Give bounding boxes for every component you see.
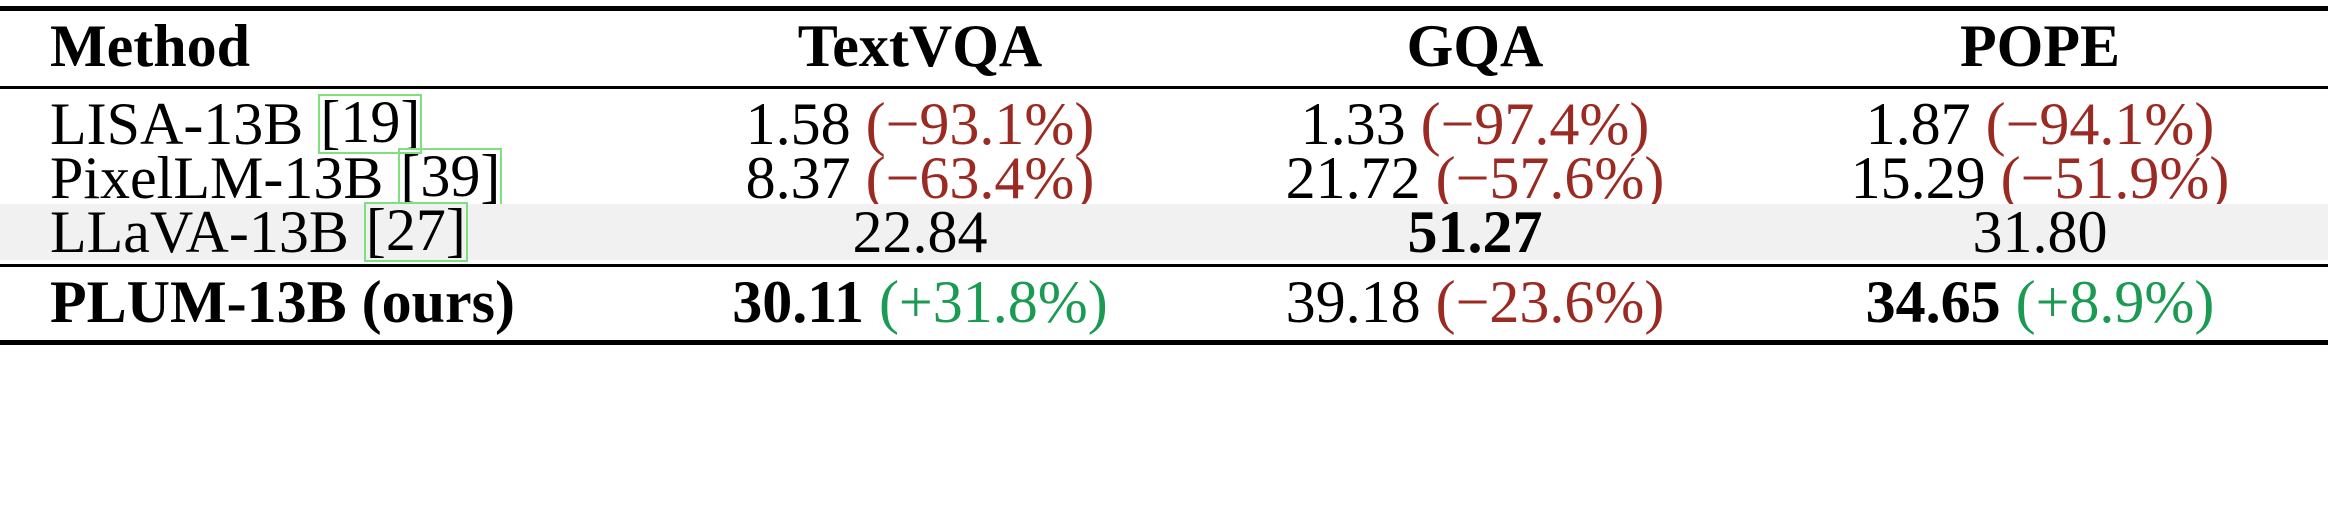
pope-cell: 1.87 (−94.1%)	[1785, 94, 2295, 154]
gqa-cell: 39.18 (−23.6%)	[1230, 272, 1720, 332]
delta-value: (−97.4%)	[1420, 91, 1650, 157]
score-value: 21.72	[1285, 145, 1421, 211]
delta-value: (−63.4%)	[865, 145, 1095, 211]
pope-cell: 15.29 (−51.9%)	[1785, 148, 2295, 208]
delta-value: (−57.6%)	[1435, 145, 1665, 211]
delta-value: (−23.6%)	[1435, 269, 1665, 335]
score-value: 34.65	[1865, 269, 2001, 335]
table-row: PixelLM-13B [39] 8.37 (−63.4%) 21.72 (−5…	[0, 143, 2328, 211]
method-name: LISA-13B	[50, 91, 319, 157]
delta-value: (−51.9%)	[2000, 145, 2230, 211]
top-rule	[0, 6, 2328, 11]
delta-value: (+8.9%)	[2015, 269, 2215, 335]
header-rule	[0, 86, 2328, 89]
gqa-cell: 21.72 (−57.6%)	[1230, 148, 1720, 208]
header-gqa: GQA	[1406, 13, 1544, 79]
method-cell: PLUM-13B (ours)	[50, 272, 515, 332]
method-cell: LLaVA-13B [27]	[50, 197, 468, 265]
score-value: 22.84	[852, 199, 988, 265]
method-name: PLUM-13B (ours)	[50, 269, 515, 335]
score-value: 30.11	[732, 269, 864, 335]
method-cell: LISA-13B [19]	[50, 89, 423, 157]
textvqa-cell: 8.37 (−63.4%)	[695, 148, 1145, 208]
header-textvqa: TextVQA	[797, 13, 1043, 79]
delta-value: (+31.8%)	[878, 269, 1108, 335]
delta-value: (−94.1%)	[1985, 91, 2215, 157]
table-row: LISA-13B [19] 1.58 (−93.1%) 1.33 (−97.4%…	[0, 89, 2328, 157]
citation-link[interactable]: [27]	[363, 197, 468, 263]
mid-rule	[0, 264, 2328, 267]
textvqa-cell: 30.11 (+31.8%)	[695, 272, 1145, 332]
pope-cell: 31.80	[1785, 202, 2295, 262]
gqa-cell: 51.27	[1230, 202, 1720, 262]
header-row: Method TextVQA GQA POPE	[0, 16, 2328, 76]
method-name: LLaVA-13B	[50, 199, 364, 265]
gqa-cell: 1.33 (−97.4%)	[1230, 94, 1720, 154]
score-value: 1.33	[1300, 91, 1406, 157]
delta-value: (−93.1%)	[865, 91, 1095, 157]
pope-cell: 34.65 (+8.9%)	[1785, 272, 2295, 332]
method-name: PixelLM-13B	[50, 145, 399, 211]
bottom-rule	[0, 340, 2328, 345]
score-value: 31.80	[1972, 199, 2108, 265]
score-value: 15.29	[1850, 145, 1986, 211]
textvqa-cell: 1.58 (−93.1%)	[695, 94, 1145, 154]
citation-link[interactable]: [19]	[318, 89, 423, 155]
score-value: 51.27	[1407, 199, 1543, 265]
score-value: 39.18	[1285, 269, 1421, 335]
table-row: LLaVA-13B [27] 22.84 51.27 31.80	[0, 197, 2328, 265]
score-value: 1.87	[1865, 91, 1971, 157]
method-cell: PixelLM-13B [39]	[50, 143, 503, 211]
table-row: PLUM-13B (ours) 30.11 (+31.8%) 39.18 (−2…	[0, 272, 2328, 332]
header-pope: POPE	[1960, 13, 2120, 79]
textvqa-cell: 22.84	[695, 202, 1145, 262]
score-value: 8.37	[745, 145, 851, 211]
baseline-highlight	[0, 204, 2328, 260]
citation-link[interactable]: [39]	[398, 143, 503, 209]
header-method: Method	[50, 13, 250, 79]
score-value: 1.58	[745, 91, 851, 157]
